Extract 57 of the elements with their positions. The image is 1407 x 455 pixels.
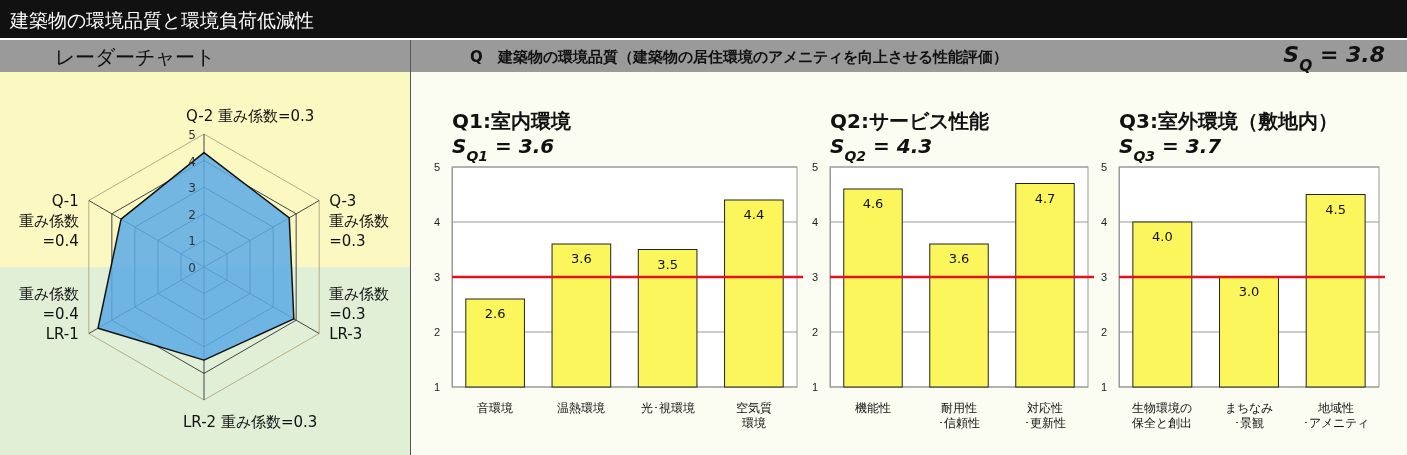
chart-title: Q3:室外環境（敷地内） (1119, 109, 1338, 133)
chart-title: Q2:サービス性能 (830, 109, 989, 133)
text: 建築物の環境品質と環境負荷低減性 (9, 9, 314, 31)
x-tick-label: 温熱環境 (557, 401, 606, 415)
y-tick-label: 2 (811, 326, 818, 339)
data-label: 4.0 (1151, 229, 1173, 244)
y-tick-label: 3 (433, 271, 440, 284)
x-tick-label: 光･視環境 (640, 401, 695, 415)
text: Q 建築物の環境品質（建築物の居住環境のアメニティを向上させる性能評価） (470, 48, 1008, 66)
chart-subtitle: S$_{Q2}$ = 4.3 (830, 134, 933, 164)
y-tick-label: 1 (433, 381, 440, 394)
y-tick-label: 5 (188, 128, 196, 142)
data-label: 3.6 (948, 251, 970, 266)
x-tick-label: まちなみ･景観 (1225, 401, 1273, 430)
data-label: 4.4 (743, 207, 765, 222)
x-tick-label: 音環境 (477, 401, 514, 415)
y-tick-label: 1 (188, 234, 196, 249)
chart-subtitle: S$_{Q1}$ = 3.6 (452, 134, 555, 164)
y-tick-label: 2 (433, 326, 440, 339)
y-tick-label: 4 (1100, 216, 1107, 229)
y-tick-label: 2 (188, 207, 196, 222)
spoke-label: 重み係数 =0.4 LR-1 (18, 284, 79, 343)
x-tick-label: 機能性 (855, 401, 891, 415)
spoke-label: Q-1 重み係数 =0.4 (18, 191, 79, 250)
spoke-label: LR-2 重み係数=0.3 (183, 413, 318, 431)
y-tick-label: 2 (1100, 326, 1107, 339)
data-label: 4.6 (862, 196, 884, 211)
y-tick-label: 4 (188, 154, 196, 169)
chart-title: Q1:室内環境 (452, 109, 571, 133)
y-tick-label: 1 (811, 381, 818, 394)
y-tick-label: 5 (1100, 161, 1107, 174)
data-label: 2.6 (484, 306, 506, 321)
x-tick-label: 地域性･アメニティ (1302, 401, 1369, 430)
data-label: 4.5 (1325, 201, 1347, 217)
spoke-label: Q-3 重み係数 =0.3 (329, 191, 390, 250)
data-label: 4.7 (1034, 190, 1056, 206)
chart-title: レーダーチャート (55, 45, 215, 69)
y-tick-label: 0 (188, 261, 196, 275)
text: S$_{Q}$ = 3.8 (1283, 42, 1385, 75)
spoke-label: 重み係数 =0.3 LR-3 (329, 284, 390, 343)
y-tick-label: 5 (811, 161, 818, 174)
x-tick-label: 生物環境の保全と創出 (1132, 401, 1193, 430)
y-tick-label: 3 (188, 181, 196, 196)
y-tick-label: 3 (1100, 271, 1107, 284)
y-tick-label: 4 (433, 216, 440, 229)
data-label: 3.0 (1238, 284, 1260, 299)
y-tick-label: 4 (811, 216, 818, 229)
x-tick-label: 空気質環境 (735, 401, 772, 430)
y-tick-label: 3 (811, 271, 818, 284)
x-tick-label: 耐用性･信頼性 (938, 401, 980, 430)
y-tick-label: 1 (1100, 381, 1107, 394)
y-tick-label: 5 (433, 161, 440, 174)
data-label: 3.6 (571, 251, 592, 266)
chart-subtitle: S$_{Q3}$ = 3.7 (1119, 134, 1222, 164)
spoke-label: Q-2 重み係数=0.3 (186, 107, 315, 125)
data-label: 3.5 (657, 256, 678, 272)
x-tick-label: 対応性･更新性 (1024, 401, 1066, 430)
